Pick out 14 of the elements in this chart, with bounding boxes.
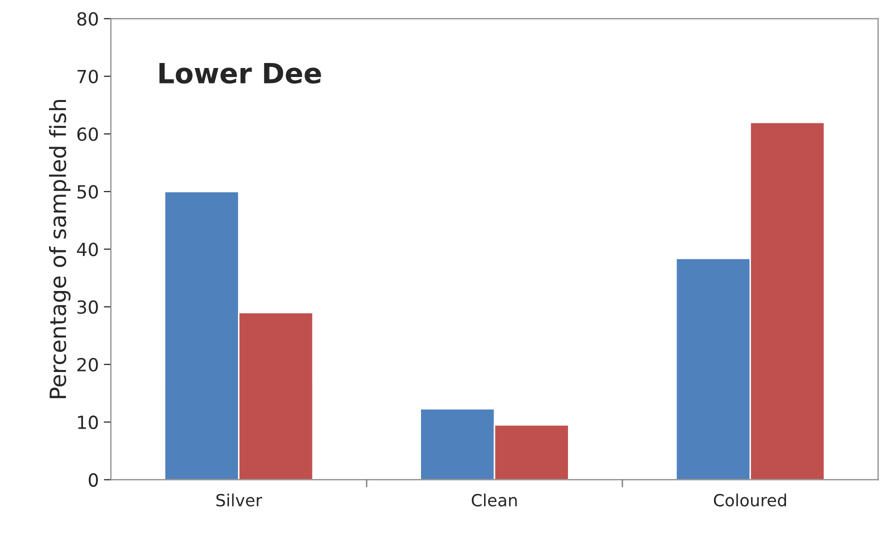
- y-tick-label: 20: [77, 358, 98, 372]
- y-tick-label: 30: [77, 300, 98, 314]
- y-tick-label: 40: [76, 242, 98, 256]
- y-tick-label: 60: [77, 127, 98, 142]
- y-axis-title: Percentage of sampled fish: [49, 100, 71, 398]
- y-tick-label: 50: [77, 185, 98, 199]
- x-tick-label: Coloured: [714, 494, 786, 506]
- x-tick-label: Silver: [216, 494, 262, 506]
- text: Lower Dee: [159, 62, 321, 84]
- y-tick-label: 80: [77, 12, 98, 26]
- y-tick-label: 70: [78, 70, 98, 84]
- y-tick-label: 0: [88, 473, 98, 487]
- y-tick-label: 10: [78, 416, 98, 430]
- x-tick-label: Clean: [472, 494, 517, 506]
